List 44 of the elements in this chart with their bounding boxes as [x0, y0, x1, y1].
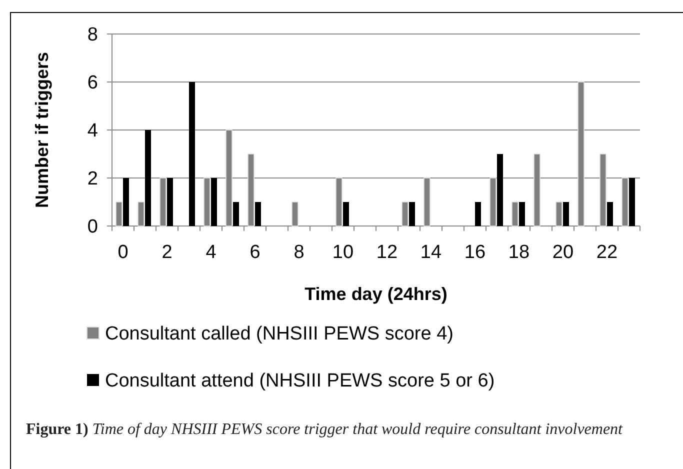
x-tick-label: 12: [376, 242, 398, 263]
bar: [607, 202, 613, 226]
bar: [402, 202, 408, 226]
bar: [189, 82, 195, 226]
bar: [556, 202, 562, 226]
y-tick-label: 2: [87, 168, 98, 190]
x-tick-label: 2: [162, 242, 172, 263]
bar: [233, 202, 239, 226]
bar: [497, 154, 503, 226]
legend-label: Consultant called (NHSIII PEWS score 4): [105, 324, 454, 345]
text: Time of day NHSIII PEWS score trigger that would require consultant involvement: [92, 421, 622, 438]
bar: [211, 178, 217, 226]
y-tick-label: 8: [87, 24, 98, 46]
bar: [563, 202, 569, 226]
bar: [512, 202, 518, 226]
x-axis-title: Time day (24hrs): [304, 284, 448, 304]
bar: [255, 202, 261, 226]
x-tick-label: 16: [464, 242, 486, 263]
bar: [292, 202, 298, 226]
x-tick-label: 8: [294, 242, 304, 263]
x-tick-label: 18: [508, 242, 530, 263]
y-tick-label: 0: [87, 216, 98, 238]
x-tick-label: 10: [332, 242, 354, 263]
bar: [629, 178, 635, 226]
x-tick-label: 0: [118, 242, 128, 263]
x-tick-label: 22: [596, 242, 618, 263]
x-tick-label: 4: [206, 242, 217, 263]
y-tick-label: 4: [87, 120, 98, 142]
bar: [138, 202, 144, 226]
x-tick-label: 20: [552, 242, 574, 263]
bar: [123, 178, 129, 226]
bar: [116, 202, 122, 226]
x-tick-label: 6: [250, 242, 260, 263]
bar: [409, 202, 415, 226]
x-tick-label: 14: [420, 242, 442, 263]
y-tick-label: 6: [87, 72, 98, 94]
bar: [343, 202, 349, 226]
caption: Figure 1): [26, 421, 88, 438]
bar: [145, 130, 151, 226]
legend-label: Consultant attend (NHSIII PEWS score 5 or 6): [105, 370, 495, 392]
y-axis-title: Number if triggers: [32, 52, 52, 208]
bar: [475, 202, 481, 226]
bar: [519, 202, 525, 226]
bar: [167, 178, 173, 226]
